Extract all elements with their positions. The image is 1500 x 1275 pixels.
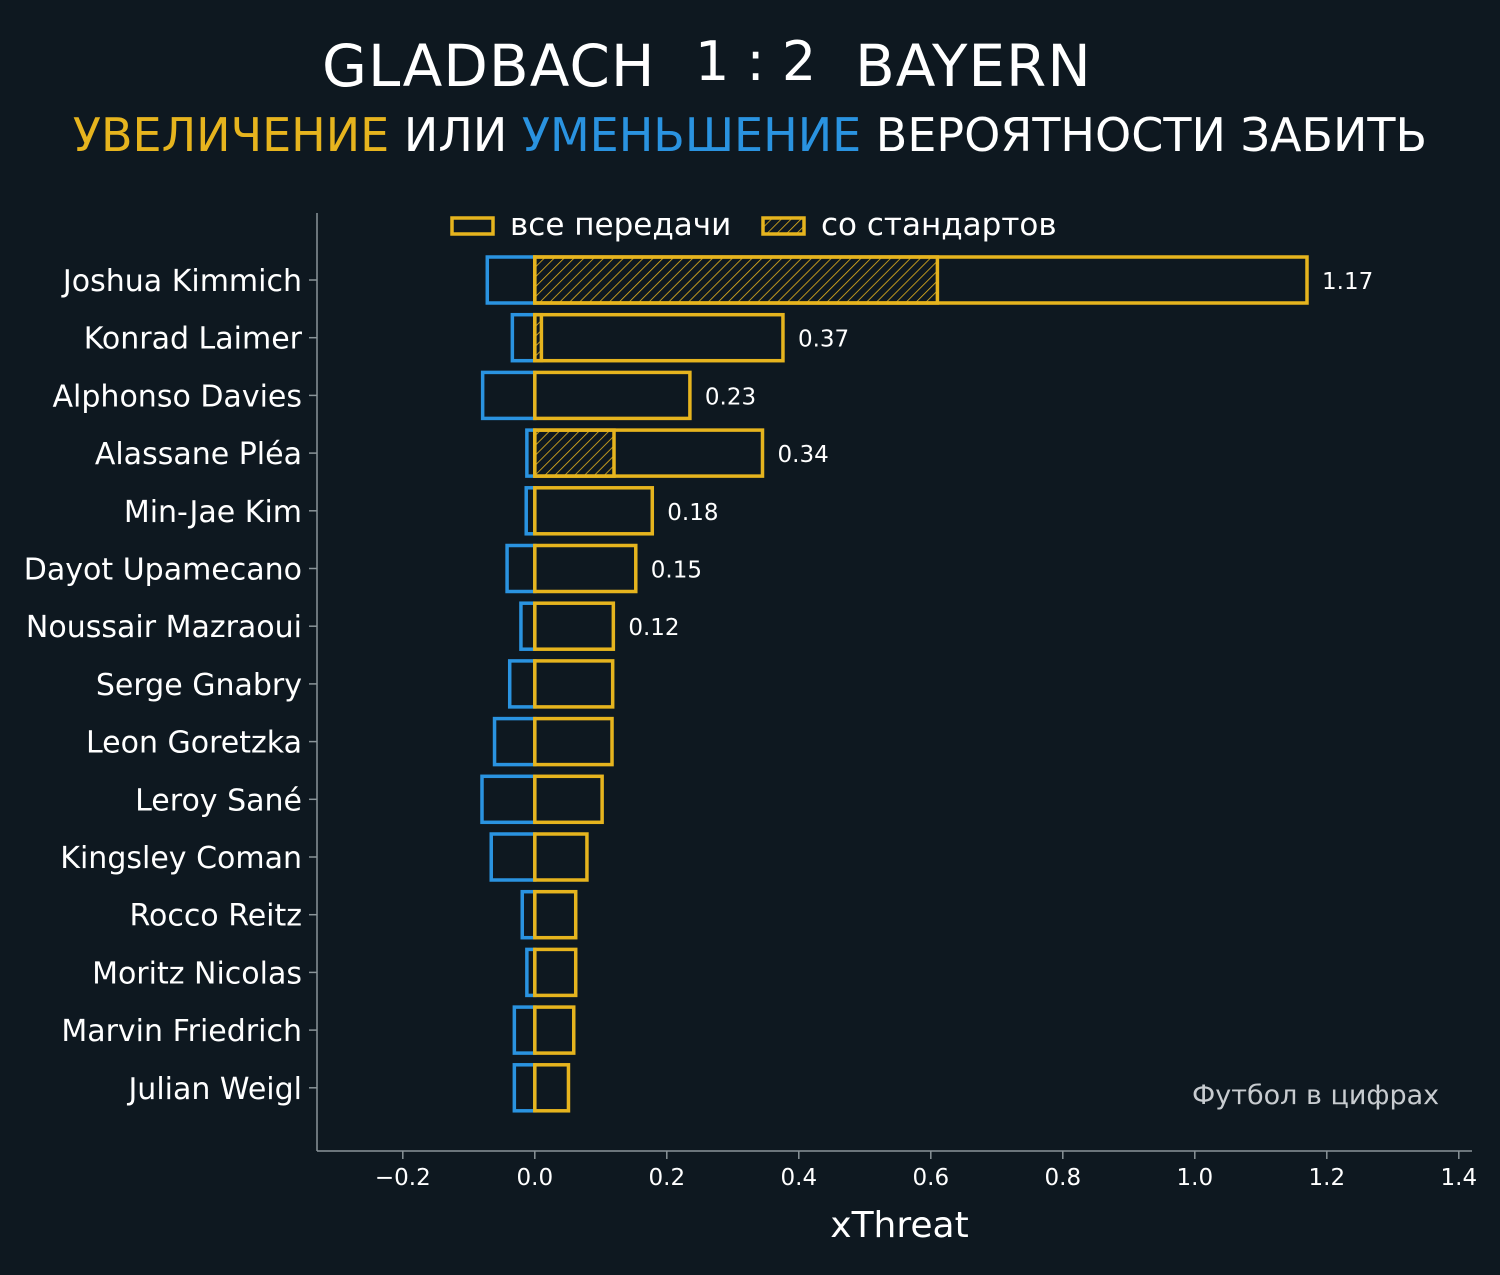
set-piece-bar [533,255,940,305]
player-label: Noussair Mazraoui [26,610,302,645]
data-label: 0.34 [778,442,829,468]
x-tick-label: 1.0 [1177,1165,1214,1191]
increase-bar [533,889,578,940]
x-tick-label: 0.0 [517,1165,554,1191]
subtitle-rest: ВЕРОЯТНОСТИ ЗАБИТЬ [875,108,1428,162]
x-tick-label: 0.8 [1045,1165,1082,1191]
decrease-bar [485,255,537,305]
set-piece-bar [533,428,616,478]
data-label: 0.18 [667,500,718,526]
data-label: 0.37 [798,327,849,353]
increase-bar [533,312,785,363]
increase-bar [533,601,616,651]
player-label: Kingsley Coman [60,841,302,876]
chart-subtitle: УВЕЛИЧЕНИЕ ИЛИ УМЕНЬШЕНИЕ ВЕРОЯТНОСТИ ЗА… [0,108,1500,162]
x-tick-label: 1.2 [1309,1165,1346,1191]
away-team-name: BAYERN [855,32,1092,100]
legend-swatch-all-passes [450,216,495,236]
increase-bar [533,255,1309,305]
home-team-name: GLADBACH [322,32,656,100]
increase-bar [533,716,614,767]
decrease-bar [492,716,537,767]
increase-bar [533,1063,571,1113]
data-label: 0.12 [628,615,679,641]
player-label: Alassane Pléa [95,437,302,472]
decrease-bar [507,659,537,709]
increase-bar [533,486,655,536]
decrease-bar [489,832,537,882]
decrease-bar [505,543,537,594]
x-tick-label: 1.4 [1441,1165,1478,1191]
decrease-bar [512,1005,537,1055]
chart-axes: −0.2 0.0 0.2 0.4 0.6 0.8 1.0 1.2 1.4 xThreat Joshu… [24,213,1477,1246]
x-tick-label: −0.2 [375,1165,431,1191]
x-tick-label: 0.2 [649,1165,686,1191]
decrease-bar [520,889,537,940]
decrease-bar [480,370,537,421]
player-label: Alphonso Davies [53,379,302,414]
decrease-bar [480,774,537,825]
subtitle-increase: УВЕЛИЧЕНИЕ [72,108,390,162]
chart-bars: 1.17 0.37 0.23 0.34 0.18 0.15 0.12 [480,255,1373,1113]
legend-swatch-set-pieces [761,216,806,236]
increase-bar [533,832,589,882]
subtitle-or: ИЛИ [403,108,508,162]
x-tick-label: 0.4 [781,1165,818,1191]
decrease-bar [519,601,537,651]
x-tick-label: 0.6 [913,1165,950,1191]
player-label: Dayot Upamecano [24,553,302,588]
x-axis-title: xThreat [830,1205,968,1246]
increase-bar [533,370,692,421]
increase-bar [533,947,578,998]
player-label: Konrad Laimer [84,322,303,357]
player-label: Julian Weigl [126,1072,302,1107]
increase-bar [533,543,638,594]
increase-bar [533,1005,576,1055]
data-label: 1.17 [1322,269,1373,295]
player-label: Leroy Sané [135,783,302,818]
legend-label-all-passes: все передачи [510,207,731,243]
player-label: Joshua Kimmich [61,264,302,299]
increase-bar [533,428,765,478]
subtitle-decrease: УМЕНЬШЕНИЕ [521,108,862,162]
watermark: Футбол в цифрах [1192,1080,1440,1111]
player-label: Min-Jae Kim [124,495,302,530]
match-score: 1 : 2 [695,30,817,93]
chart-legend: все передачи со стандартов [450,207,1057,243]
player-label: Rocco Reitz [129,899,302,934]
player-label: Leon Goretzka [86,726,302,761]
increase-bar [533,659,615,709]
player-label: Serge Gnabry [96,668,302,703]
player-label: Marvin Friedrich [61,1014,302,1049]
player-label: Moritz Nicolas [92,956,302,991]
decrease-bar [510,312,537,363]
increase-bar [533,774,604,825]
decrease-bar [512,1063,537,1113]
legend-label-set-pieces: со стандартов [821,207,1057,243]
data-label: 0.15 [651,558,702,584]
data-label: 0.23 [705,384,756,410]
match-title: GLADBACH 1 : 2 BAYERN [0,24,1500,104]
